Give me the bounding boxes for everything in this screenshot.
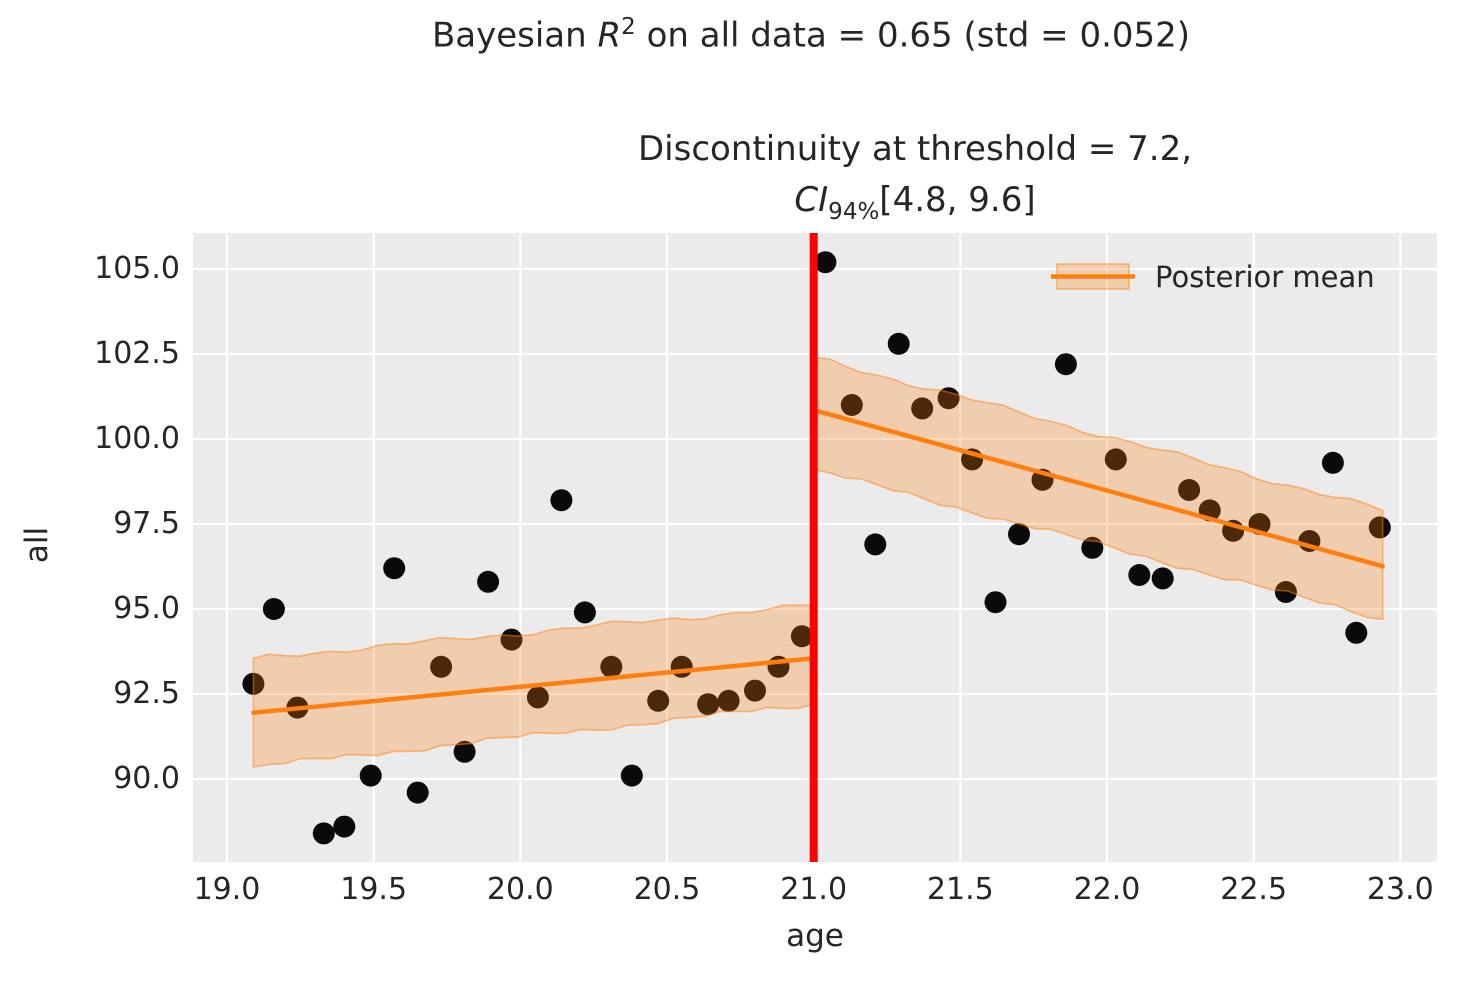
y-tick-label: 100.0 — [94, 421, 180, 456]
x-tick-label: 21.5 — [926, 872, 994, 907]
x-tick-label: 22.0 — [1073, 872, 1141, 907]
y-tick-label: 95.0 — [113, 591, 180, 626]
subtitle-ci-subscript: 94% — [828, 198, 880, 225]
title-r-symbol: R — [597, 15, 622, 56]
y-tick-label: 92.5 — [113, 676, 180, 711]
legend-label: Posterior mean — [1155, 260, 1375, 294]
title-suffix: on all data = 0.65 (std = 0.052) — [635, 15, 1191, 56]
x-tick-label: 20.0 — [486, 872, 554, 907]
y-tick-label: 90.0 — [113, 761, 180, 796]
x-tick-label: 21.0 — [780, 872, 848, 907]
x-tick-label: 23.0 — [1366, 872, 1434, 907]
y-tick-label: 105.0 — [94, 251, 180, 286]
y-tick-label: 102.5 — [94, 336, 180, 371]
plot-area: Posterior mean — [193, 233, 1437, 862]
subtitle-ci-label: CI — [794, 180, 829, 220]
figure-title: Bayesian R2 on all data = 0.65 (std = 0.… — [432, 14, 1190, 55]
axes-title: Discontinuity at threshold = 7.2, CI94%[… — [638, 124, 1192, 229]
x-tick-label: 19.5 — [340, 872, 408, 907]
x-axis-label: age — [786, 918, 844, 954]
y-tick-label: 97.5 — [113, 506, 180, 541]
subtitle-ci-interval: [4.8, 9.6] — [879, 180, 1036, 220]
title-r-exponent: 2 — [621, 14, 636, 40]
subtitle-line1: Discontinuity at threshold = 7.2, — [637, 129, 1193, 169]
x-tick-label: 20.5 — [633, 872, 701, 907]
title-prefix: Bayesian — [431, 15, 598, 56]
x-tick-label: 22.5 — [1220, 872, 1288, 907]
chart-canvas — [193, 233, 1437, 862]
x-tick-label: 19.0 — [193, 872, 261, 907]
